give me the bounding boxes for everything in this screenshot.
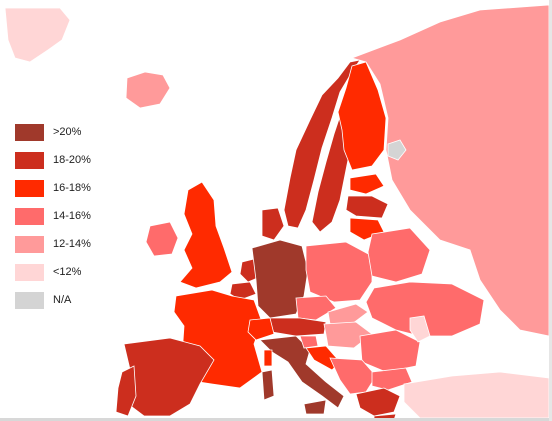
right-border <box>549 0 552 421</box>
legend-item: >20% <box>15 118 91 146</box>
region-finland <box>337 61 387 171</box>
map-legend: >20% 18-20% 16-18% 14-16% 12-14% <12% N/… <box>15 118 91 314</box>
legend-label: 14-16% <box>53 210 91 222</box>
legend-item: N/A <box>15 286 91 314</box>
region-sardinia <box>261 369 275 401</box>
region-united-kingdom <box>179 181 233 289</box>
region-russia <box>350 4 550 337</box>
region-estonia <box>349 173 385 195</box>
region-belgium <box>229 281 257 301</box>
legend-item: 12-14% <box>15 230 91 258</box>
region-greenland-tip <box>4 7 71 63</box>
legend-item: 14-16% <box>15 202 91 230</box>
legend-item: <12% <box>15 258 91 286</box>
legend-swatch <box>15 235 44 253</box>
region-ireland <box>145 221 179 257</box>
legend-swatch <box>15 179 44 197</box>
region-karelia-region <box>387 139 407 161</box>
region-ukraine <box>365 281 485 337</box>
region-sicily <box>303 399 327 415</box>
region-moldova <box>409 315 431 343</box>
region-norway <box>283 59 361 229</box>
region-switzerland <box>247 317 275 341</box>
legend-label: 12-14% <box>53 238 91 250</box>
region-italy <box>259 335 345 409</box>
region-portugal <box>115 365 137 417</box>
region-latvia <box>345 195 389 219</box>
legend-swatch <box>15 263 44 281</box>
legend-label: N/A <box>53 294 72 306</box>
legend-swatch <box>15 207 44 225</box>
legend-label: 16-18% <box>53 182 91 194</box>
legend-label: 18-20% <box>53 154 91 166</box>
bottom-border <box>0 418 552 421</box>
region-turkey <box>403 371 550 419</box>
legend-label: >20% <box>53 126 82 138</box>
regions-layer <box>4 4 550 421</box>
legend-label: <12% <box>53 266 82 278</box>
legend-swatch <box>15 123 44 141</box>
region-bulgaria <box>371 367 413 391</box>
region-iceland <box>125 71 171 109</box>
legend-swatch <box>15 151 44 169</box>
region-denmark <box>261 207 285 241</box>
region-corsica <box>263 349 273 367</box>
legend-swatch <box>15 291 44 309</box>
region-czechia <box>295 295 337 321</box>
legend-item: 16-18% <box>15 174 91 202</box>
region-slovakia <box>327 303 369 325</box>
region-romania <box>359 329 421 373</box>
legend-item: 18-20% <box>15 146 91 174</box>
region-poland <box>305 241 373 303</box>
region-greece <box>355 387 401 417</box>
region-austria <box>269 317 327 337</box>
region-slovenia <box>299 335 319 349</box>
region-belarus <box>367 227 431 283</box>
region-spain <box>123 337 215 417</box>
